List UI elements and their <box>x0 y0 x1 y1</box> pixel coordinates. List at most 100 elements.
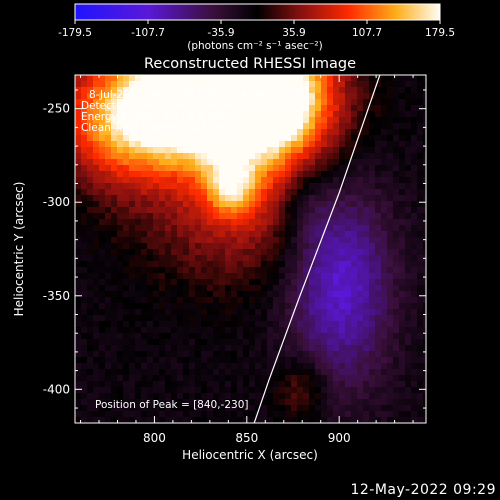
heatmap-cell <box>279 153 286 160</box>
heatmap-cell <box>291 357 298 364</box>
heatmap-cell <box>297 177 304 184</box>
heatmap-cell <box>99 273 106 280</box>
heatmap-cell <box>303 129 310 136</box>
heatmap-cell <box>315 297 322 304</box>
heatmap-cell <box>243 111 250 118</box>
heatmap-cell <box>321 111 328 118</box>
heatmap-cell <box>81 405 88 412</box>
heatmap-cell <box>141 135 148 142</box>
heatmap-cell <box>375 285 382 292</box>
heatmap-cell <box>231 117 238 124</box>
heatmap-cell <box>111 381 118 388</box>
heatmap-cell <box>357 219 364 226</box>
heatmap-cell <box>393 375 400 382</box>
heatmap-cell <box>207 141 214 148</box>
heatmap-cell <box>237 345 244 352</box>
heatmap-cell <box>213 183 220 190</box>
heatmap-cell <box>405 165 412 172</box>
heatmap-cell <box>153 369 160 376</box>
heatmap-cell <box>201 297 208 304</box>
heatmap-cell <box>405 195 412 202</box>
heatmap-cell <box>345 99 352 106</box>
heatmap-cell <box>183 339 190 346</box>
heatmap-cell <box>147 141 154 148</box>
heatmap-cell <box>159 399 166 406</box>
heatmap-cell <box>333 387 340 394</box>
heatmap-cell <box>129 147 136 154</box>
heatmap-cell <box>279 321 286 328</box>
heatmap-cell <box>177 267 184 274</box>
heatmap-cell <box>345 243 352 250</box>
heatmap-cell <box>129 273 136 280</box>
heatmap-cell <box>153 249 160 256</box>
heatmap-cell <box>261 333 268 340</box>
heatmap-cell <box>153 111 160 118</box>
heatmap-cell <box>417 303 424 310</box>
heatmap-cell <box>321 219 328 226</box>
heatmap-cell <box>375 117 382 124</box>
heatmap-cell <box>417 165 424 172</box>
annotation-block: 8-Jul-2012 04:20:28.000 to 04:24:28.000 … <box>81 89 305 134</box>
heatmap-cell <box>249 345 256 352</box>
heatmap-cell <box>387 351 394 358</box>
heatmap-cell <box>267 201 274 208</box>
heatmap-cell <box>321 375 328 382</box>
heatmap-cell <box>333 165 340 172</box>
heatmap-cell <box>333 207 340 214</box>
heatmap-cell <box>333 171 340 178</box>
heatmap-cell <box>321 177 328 184</box>
heatmap-cell <box>93 303 100 310</box>
heatmap-cell <box>93 321 100 328</box>
heatmap-cell <box>105 213 112 220</box>
heatmap-cell <box>345 87 352 94</box>
heatmap-cell <box>321 255 328 262</box>
heatmap-cell <box>159 117 166 124</box>
heatmap-cell <box>87 177 94 184</box>
heatmap-cell <box>117 321 124 328</box>
heatmap-cell <box>345 159 352 166</box>
heatmap-cell <box>303 375 310 382</box>
heatmap-cell <box>423 75 426 82</box>
heatmap-cell <box>417 171 424 178</box>
heatmap-cell <box>105 99 112 106</box>
heatmap-cell <box>75 93 82 100</box>
heatmap-cell <box>261 93 268 100</box>
heatmap-cell <box>339 405 346 412</box>
heatmap-cell <box>93 111 100 118</box>
heatmap-cell <box>195 273 202 280</box>
heatmap-cell <box>105 135 112 142</box>
heatmap-cell <box>225 99 232 106</box>
heatmap-cell <box>249 333 256 340</box>
heatmap-cell <box>393 273 400 280</box>
heatmap-cell <box>135 147 142 154</box>
heatmap-cell <box>219 273 226 280</box>
heatmap-cell <box>327 279 334 286</box>
heatmap-cell <box>177 153 184 160</box>
heatmap-cell <box>357 393 364 400</box>
heatmap-cell <box>411 147 418 154</box>
heatmap-cell <box>189 111 196 118</box>
heatmap-cell <box>159 237 166 244</box>
heatmap-cell <box>393 219 400 226</box>
heatmap-cell <box>141 393 148 400</box>
heatmap-cell <box>387 105 394 112</box>
heatmap-cell <box>105 231 112 238</box>
heatmap-cell <box>339 333 346 340</box>
heatmap-cell <box>333 201 340 208</box>
heatmap-cell <box>399 303 406 310</box>
heatmap-cell <box>165 207 172 214</box>
heatmap-cell <box>81 123 88 130</box>
heatmap-cell <box>93 411 100 418</box>
heatmap-cell <box>165 327 172 334</box>
heatmap-cell <box>297 183 304 190</box>
heatmap-cell <box>369 375 376 382</box>
heatmap-cell <box>267 231 274 238</box>
heatmap-cell <box>381 333 388 340</box>
heatmap-cell <box>75 303 82 310</box>
heatmap-cell <box>195 165 202 172</box>
heatmap-cell <box>351 411 358 418</box>
heatmap-cell <box>249 165 256 172</box>
heatmap-cell <box>375 381 382 388</box>
heatmap-cell <box>267 141 274 148</box>
heatmap-cell <box>219 291 226 298</box>
